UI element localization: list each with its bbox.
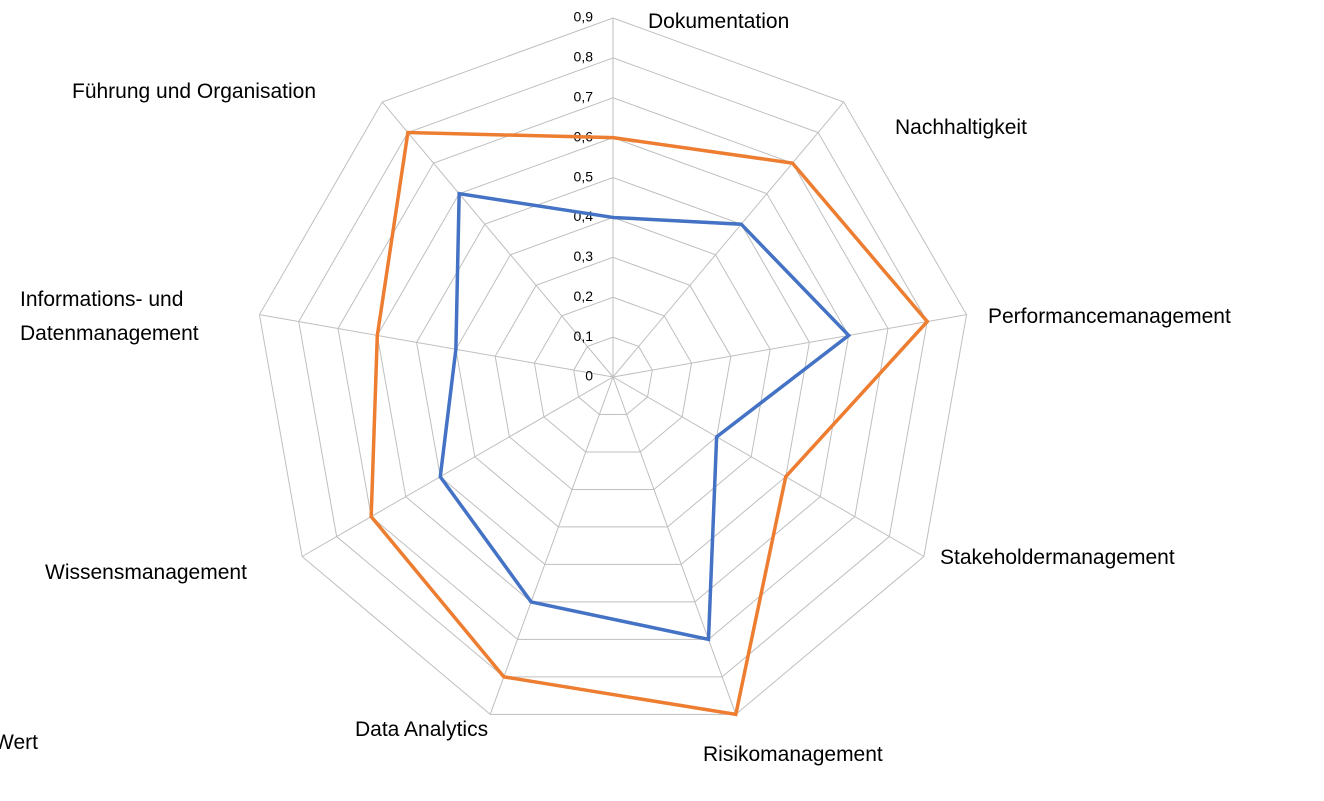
spoke [489,376,614,715]
spoke [259,314,614,378]
spoke [612,101,845,378]
grid-line [337,97,889,640]
category-label: Data Analytics [355,718,489,741]
category-label: Dokumentation [648,10,790,33]
y-tick-label: 0,3 [574,248,594,264]
spoke [301,376,614,557]
series-line [369,130,930,717]
legend-text: Wert [0,731,38,754]
grid-line [573,336,653,415]
y-tick-label: 0,1 [574,328,594,344]
series-line [438,191,852,642]
grid-line [455,216,771,528]
category-label: Stakeholdermanagement [940,546,1175,569]
y-tick-label: 0,7 [574,88,594,104]
grid-line [376,137,850,603]
grid-line [494,256,732,490]
spoke [612,376,925,557]
y-tick-label: 0 [585,368,593,384]
y-tick-label: 0,2 [574,288,594,304]
grid-line [533,296,693,453]
spoke [381,101,614,378]
grid-line [416,177,810,565]
spoke [612,314,967,378]
category-label: Wissensmanagement [45,561,247,584]
y-tick-label: 0,9 [574,9,594,25]
grid-line [258,17,968,715]
category-label: Informations- und Datenmanagement [20,288,199,345]
category-label: Risikomanagement [703,743,883,766]
category-label: Performancemanagement [988,305,1231,328]
y-tick-label: 0,8 [574,49,594,65]
category-label: Nachhaltigkeit [895,116,1027,139]
grid-line [298,57,928,678]
spoke [612,376,737,715]
y-tick-label: 0,5 [574,168,594,184]
category-label: Führung und Organisation [72,80,316,103]
